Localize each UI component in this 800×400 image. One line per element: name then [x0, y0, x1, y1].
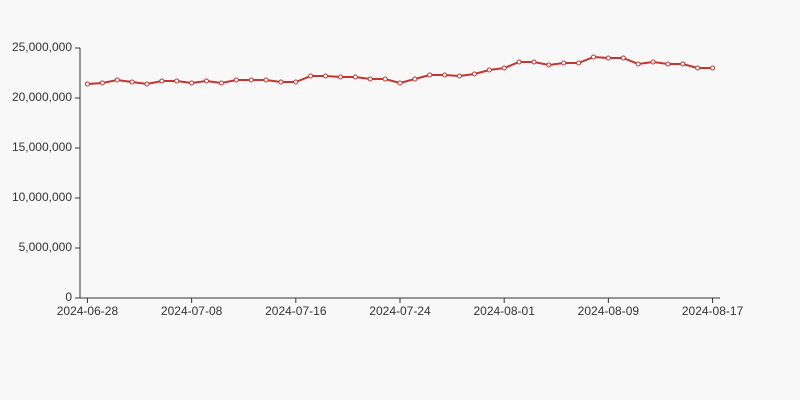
point [605, 55, 611, 61]
point [382, 76, 388, 82]
point [99, 80, 105, 86]
point [620, 55, 626, 61]
x-tick-label: 2024-08-01 [473, 304, 535, 318]
y-tick-label: 5,000,000 [19, 240, 73, 254]
point [84, 81, 90, 87]
x-tick-label: 2024-08-17 [682, 304, 744, 318]
point [501, 65, 507, 71]
y-tick-label: 0 [65, 290, 72, 304]
point [308, 73, 314, 79]
point [278, 79, 284, 85]
point [337, 74, 343, 80]
point [710, 65, 716, 71]
point [531, 59, 537, 65]
point [665, 61, 671, 67]
point [650, 59, 656, 65]
y-tick-label: 10,000,000 [12, 190, 72, 204]
point [323, 73, 329, 79]
line [87, 55, 713, 86]
point [516, 59, 522, 65]
point [695, 65, 701, 71]
point [129, 79, 135, 85]
point [248, 77, 254, 83]
y-tick-label: 25,000,000 [12, 40, 72, 54]
point [486, 67, 492, 73]
point [442, 72, 448, 78]
point [635, 61, 641, 67]
point [546, 62, 552, 68]
point [412, 76, 418, 82]
y-tick-label: 20,000,000 [12, 90, 72, 104]
point [397, 80, 403, 86]
point [457, 73, 463, 79]
point [218, 80, 224, 86]
point [144, 81, 150, 87]
point [233, 77, 239, 83]
x-tick-label: 2024-07-24 [369, 304, 431, 318]
point [590, 54, 596, 60]
point [367, 76, 373, 82]
point [680, 61, 686, 67]
x-tick-label: 2024-08-09 [578, 304, 640, 318]
point [561, 60, 567, 66]
point [159, 78, 165, 84]
point [189, 80, 195, 86]
point [576, 60, 582, 66]
point [471, 71, 477, 77]
point [293, 79, 299, 85]
y-tick-label: 15,000,000 [12, 140, 72, 154]
point [114, 77, 120, 83]
point [352, 74, 358, 80]
x-tick-label: 2024-07-08 [161, 304, 223, 318]
point [204, 78, 210, 84]
point [427, 72, 433, 78]
point [174, 78, 180, 84]
x-tick-label: 2024-07-16 [265, 304, 327, 318]
point [263, 77, 269, 83]
x-tick-label: 2024-06-28 [57, 304, 119, 318]
